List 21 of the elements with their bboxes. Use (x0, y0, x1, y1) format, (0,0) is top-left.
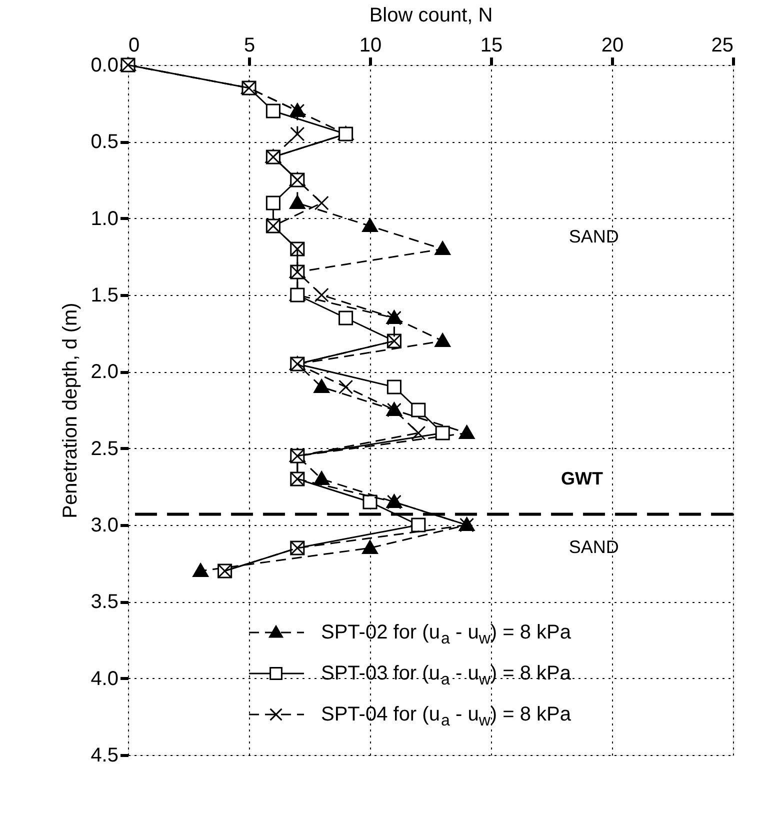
x-tick-label: 0 (128, 34, 140, 56)
y-tick-label: 1.5 (90, 284, 118, 306)
x-tick-label: 5 (244, 34, 256, 56)
x-tick-label: 20 (601, 34, 624, 56)
y-axis-title: Penetration depth, d (m) (60, 302, 82, 518)
y-tick-label: 0.5 (90, 131, 118, 154)
y-tick-label: 4.0 (90, 668, 118, 690)
y-tick-label: 2.5 (90, 438, 118, 460)
y-tick-label: 2.0 (90, 361, 118, 384)
x-tick-label: 15 (480, 34, 503, 56)
x-tick-label: 10 (359, 34, 382, 56)
annotation: SAND (568, 226, 619, 246)
annotation: SAND (568, 537, 619, 557)
y-tick-label: 1.0 (90, 208, 118, 230)
x-tick-label: 25 (711, 34, 734, 56)
ref-line-label: GWT (561, 468, 603, 488)
y-tick-label: 4.5 (90, 744, 118, 766)
y-tick-label: 3.0 (90, 514, 118, 536)
y-tick-label: 3.5 (90, 591, 118, 614)
x-axis-title: Blow count, N (369, 4, 493, 26)
y-tick-label: 0.0 (90, 54, 118, 76)
